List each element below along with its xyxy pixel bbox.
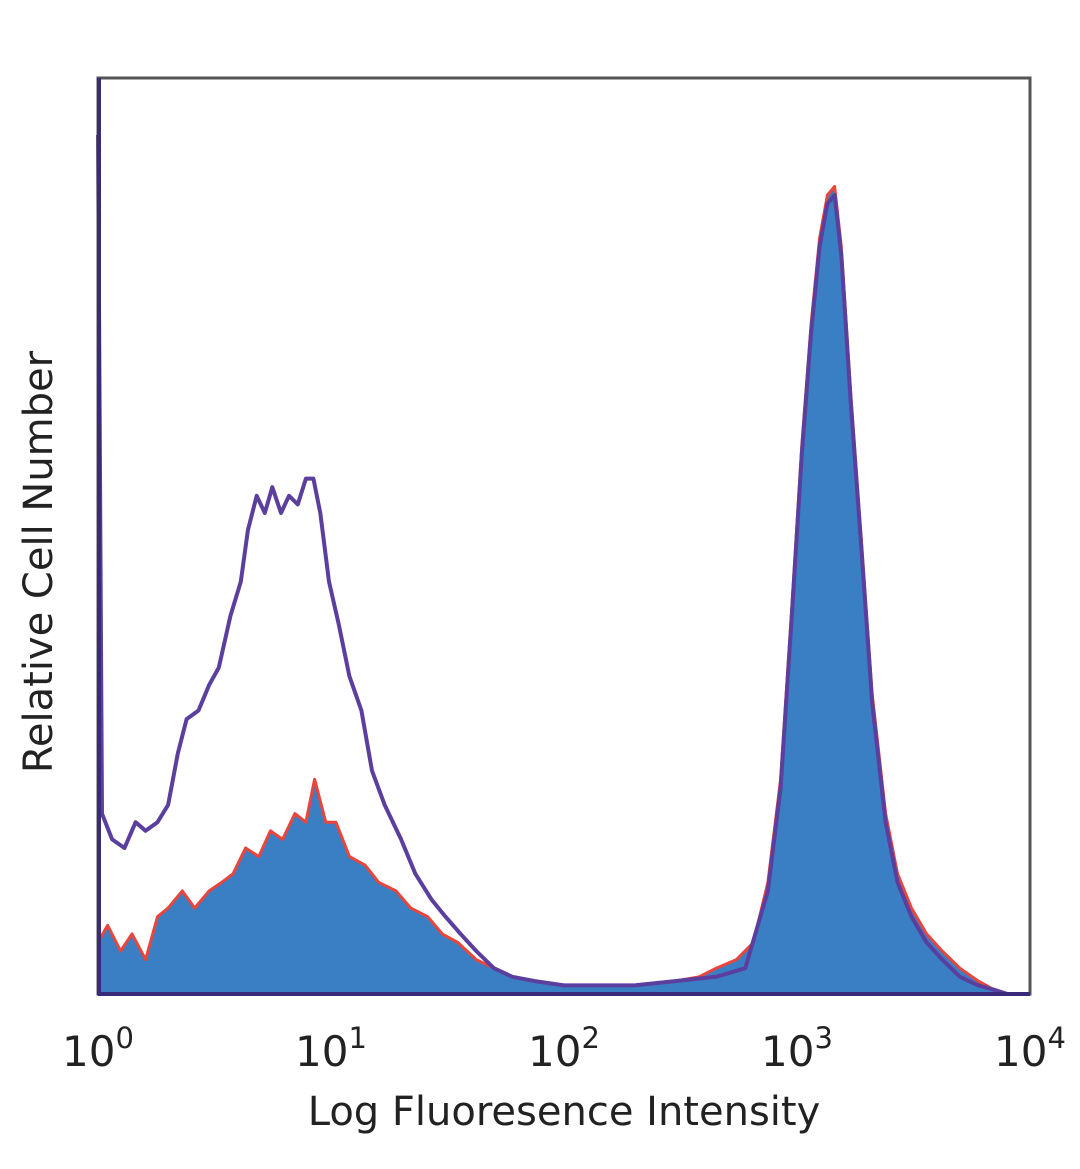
x-tick-label-2: 102: [528, 1021, 600, 1076]
x-tick-label-0: 100: [62, 1021, 134, 1076]
plot-area: [96, 134, 1009, 996]
x-tick-label-1: 101: [295, 1021, 367, 1076]
x-tick-label-4: 104: [994, 1021, 1066, 1076]
x-tick-label-3: 103: [761, 1021, 833, 1076]
x-tick-labels: 100 101 102 103 104: [62, 1021, 1066, 1076]
series-2-line: [96, 134, 1009, 996]
y-axis-title: Relative Cell Number: [16, 350, 62, 773]
x-axis-title: Log Fluoresence Intensity: [308, 1089, 821, 1135]
